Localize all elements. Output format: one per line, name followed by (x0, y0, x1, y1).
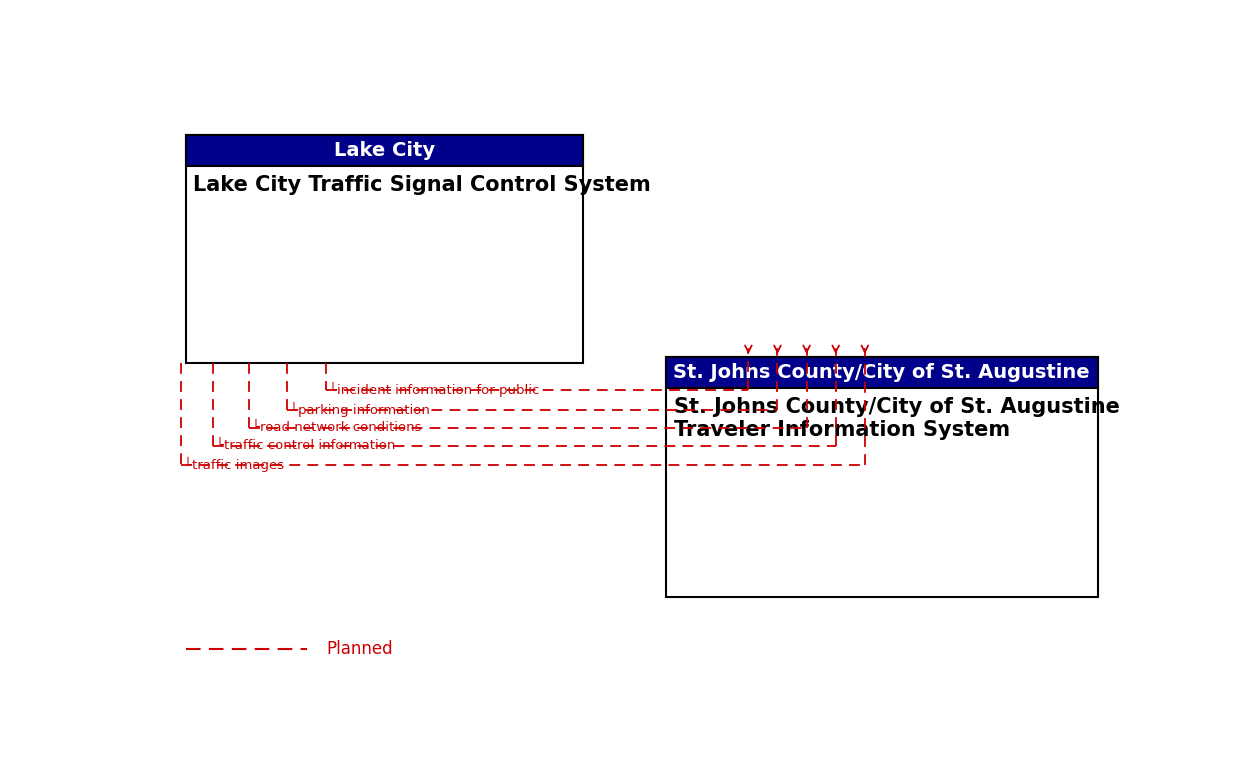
Text: St. Johns County/City of St. Augustine
Traveler Information System: St. Johns County/City of St. Augustine T… (674, 397, 1119, 440)
Text: └parking information: └parking information (290, 402, 431, 417)
Bar (666, 357, 1098, 388)
Bar (666, 357, 1098, 388)
Text: St. Johns County/City of St. Augustine: St. Johns County/City of St. Augustine (674, 363, 1090, 382)
Bar (185, 135, 583, 363)
Text: └road network conditions: └road network conditions (252, 421, 421, 434)
Text: └incident information for public: └incident information for public (329, 382, 540, 398)
Bar (185, 135, 583, 166)
Text: └traffic control information: └traffic control information (215, 439, 396, 452)
Text: Lake City Traffic Signal Control System: Lake City Traffic Signal Control System (193, 175, 651, 195)
Text: Planned: Planned (327, 640, 393, 658)
Text: Lake City: Lake City (334, 142, 436, 160)
Bar (666, 357, 1098, 597)
Text: └traffic images: └traffic images (184, 457, 284, 472)
Bar (185, 135, 583, 166)
